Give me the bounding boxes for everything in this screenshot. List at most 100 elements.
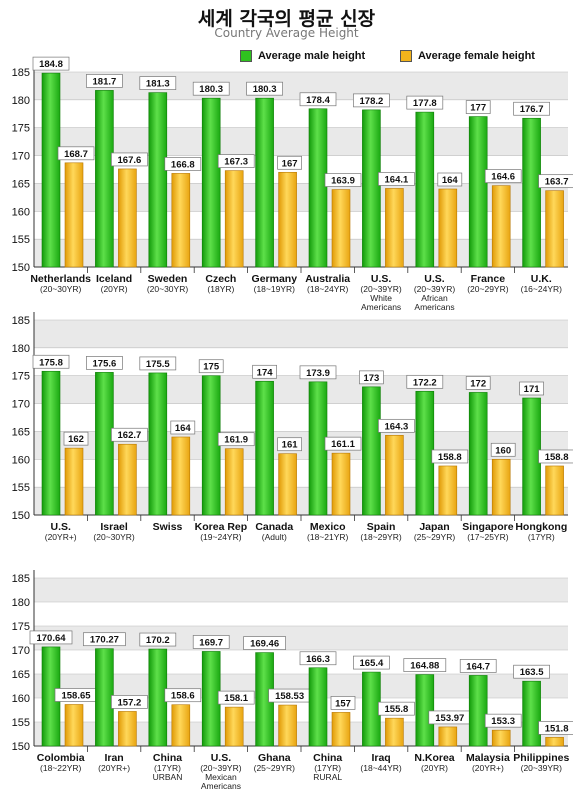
data-label-box	[513, 101, 550, 116]
grid-band	[34, 602, 568, 626]
x-category-label: Netherlands	[30, 273, 91, 285]
data-label-box	[299, 92, 337, 107]
x-category-label: Iraq	[371, 752, 390, 764]
y-tick-label: 185	[12, 573, 30, 585]
x-category-label: Canada	[255, 521, 293, 533]
x-category-label: France	[471, 273, 506, 285]
data-label: 175.8	[39, 357, 63, 368]
bar-female	[331, 712, 351, 747]
y-tick-label: 165	[12, 426, 30, 438]
data-label: 163.7	[545, 177, 569, 188]
data-label: 165.4	[360, 658, 384, 669]
bar-male	[522, 117, 541, 268]
data-label: 180.3	[199, 84, 223, 95]
bar-male	[415, 674, 435, 747]
data-label-box	[217, 690, 255, 705]
y-tick-label: 150	[12, 510, 30, 522]
data-label-box	[164, 688, 202, 703]
bar-male	[255, 97, 274, 268]
data-label: 177	[470, 103, 486, 114]
x-category-label: Germany	[252, 273, 298, 285]
data-label: 178.4	[306, 95, 330, 106]
data-label-box	[465, 376, 491, 390]
data-label-box	[353, 93, 390, 108]
grid-band	[34, 459, 568, 488]
legend-item-male: Average male height	[240, 50, 365, 62]
bar-male	[522, 680, 541, 747]
y-tick-label: 175	[12, 371, 30, 383]
x-category-label: Colombia	[37, 752, 85, 764]
bar-male	[308, 667, 328, 747]
x-category-sublabel: (20~30YR)	[93, 532, 135, 542]
data-label-box	[252, 364, 277, 379]
data-label: 169.46	[250, 639, 279, 650]
y-tick-label: 175	[12, 621, 30, 633]
bar-male	[362, 671, 381, 747]
bar-female	[331, 452, 351, 516]
chart-panel-3: 150 155 160 165 170 175 180 185 170.64 158.65 Colo…	[12, 570, 573, 791]
x-category-sublabel: (18~19YR)	[254, 284, 296, 294]
x-category-sublabel: Americans	[361, 302, 401, 312]
data-label: 158.8	[438, 452, 462, 463]
y-tick-label: 160	[12, 693, 30, 705]
x-category-sublabel: (18~29YR)	[360, 532, 402, 542]
bar-male	[148, 92, 168, 268]
x-category-label: Mexico	[310, 521, 346, 533]
x-category-sublabel: (17YR)	[154, 763, 181, 773]
data-label-box	[217, 432, 255, 447]
x-category-label: Korea Rep	[195, 521, 248, 533]
x-category-sublabel: Americans	[201, 781, 241, 791]
data-label-box	[63, 431, 89, 446]
bar-female	[438, 465, 458, 516]
data-label-box	[86, 74, 123, 88]
bar-male	[415, 111, 435, 268]
data-label: 161	[282, 440, 299, 451]
data-label-box	[198, 359, 224, 374]
x-category-sublabel: (18~21YR)	[307, 532, 349, 542]
bar-female	[385, 717, 404, 747]
bar-female	[385, 435, 404, 516]
legend: Average male height Average female heigh…	[240, 50, 570, 66]
data-label-box	[164, 157, 202, 171]
bar-female	[278, 171, 297, 268]
bar-female	[118, 168, 137, 268]
legend-label-female: Average female height	[418, 50, 535, 62]
data-label: 161.1	[331, 439, 355, 450]
data-label: 161.9	[224, 435, 248, 446]
data-label-box	[277, 155, 302, 170]
y-tick-label: 155	[12, 482, 30, 494]
data-label: 164.1	[385, 174, 409, 185]
bar-male	[95, 372, 114, 516]
grid-band	[34, 239, 568, 267]
data-label: 163.9	[331, 176, 355, 187]
bar-female	[545, 465, 564, 516]
data-label: 166.8	[171, 159, 195, 170]
y-tick-label: 165	[12, 178, 30, 190]
bar-male	[308, 108, 328, 268]
bar-female	[171, 704, 191, 747]
bar-male	[41, 370, 61, 516]
data-label: 170.27	[90, 635, 119, 646]
x-category-sublabel: (20~39YR)	[521, 763, 563, 773]
y-tick-label: 180	[12, 343, 30, 355]
bar-female	[171, 173, 191, 268]
data-label-box	[353, 655, 390, 670]
data-label: 151.8	[545, 723, 569, 734]
x-category-sublabel: White	[370, 293, 392, 303]
data-label: 164.88	[410, 661, 439, 672]
grid-band	[34, 487, 568, 515]
grid-band	[34, 403, 568, 432]
y-tick-label: 175	[12, 123, 30, 135]
legend-swatch-male	[240, 50, 252, 62]
data-label-box	[324, 173, 362, 187]
bar-male	[148, 372, 168, 516]
data-label-box	[111, 427, 148, 442]
bar-female	[64, 704, 84, 747]
data-label-box	[378, 701, 415, 716]
x-category-sublabel: (18~44YR)	[360, 763, 402, 773]
data-label-box	[277, 437, 302, 452]
bar-male	[522, 397, 541, 516]
data-label-box	[406, 95, 444, 110]
data-label-box	[519, 381, 544, 396]
